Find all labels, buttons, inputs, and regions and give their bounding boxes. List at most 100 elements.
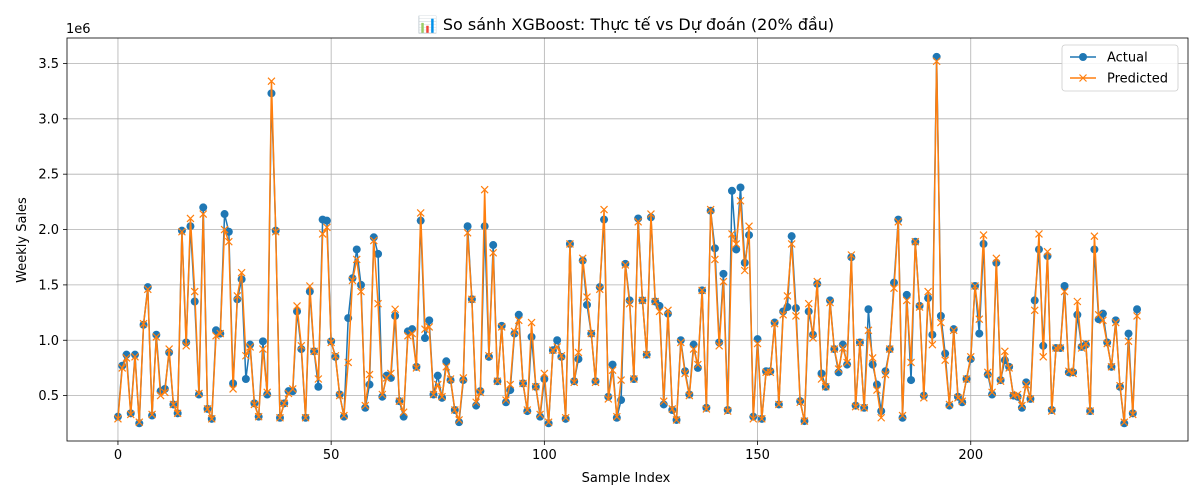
data-point (578, 254, 587, 263)
data-point (484, 352, 493, 361)
data-point (480, 222, 489, 231)
data-point (988, 388, 996, 397)
data-point (480, 185, 489, 194)
data-point (826, 296, 835, 305)
data-point (476, 388, 485, 397)
data-point (1086, 407, 1095, 416)
data-point (229, 385, 238, 393)
data-point (864, 326, 873, 335)
legend-item-predicted: Predicted (1070, 72, 1168, 87)
data-point (455, 416, 463, 424)
data-point (241, 351, 250, 360)
data-point (732, 245, 741, 254)
data-point (664, 306, 672, 315)
data-point (540, 369, 549, 378)
data-point (169, 400, 178, 409)
data-point (190, 287, 199, 296)
data-point (378, 390, 387, 399)
y-tick-label: 1.0 (38, 334, 59, 349)
data-point (954, 393, 962, 402)
data-point (894, 217, 903, 226)
data-point (617, 376, 626, 385)
data-point (442, 357, 451, 366)
data-point (391, 305, 400, 314)
data-point (314, 382, 323, 391)
y-tick-label: 3.0 (38, 112, 59, 127)
data-point (932, 57, 941, 66)
data-point (536, 412, 545, 421)
data-point (587, 329, 596, 338)
data-point (582, 300, 591, 309)
data-point (740, 266, 749, 275)
data-point (152, 333, 161, 341)
data-point (450, 406, 459, 414)
data-point (689, 345, 698, 354)
data-point (352, 255, 361, 264)
data-point (642, 350, 651, 359)
data-point (634, 217, 643, 226)
data-point (574, 348, 583, 357)
data-point (224, 237, 233, 246)
data-point (864, 305, 873, 314)
data-point (216, 329, 225, 338)
data-point (246, 340, 255, 349)
data-point (348, 276, 357, 285)
data-point (804, 299, 813, 308)
data-point (139, 319, 148, 328)
data-point (310, 347, 319, 356)
data-point (625, 299, 634, 308)
data-point (783, 292, 792, 300)
data-point (591, 378, 600, 387)
data-point (975, 329, 984, 338)
data-point (873, 386, 881, 394)
data-point (489, 248, 498, 257)
data-point (156, 391, 165, 400)
data-point (421, 325, 429, 334)
data-point (570, 378, 579, 387)
data-point (194, 390, 203, 399)
data-point (1035, 230, 1043, 238)
data-point (536, 410, 545, 419)
y-axis-multiplier: 1e6 (66, 22, 91, 37)
data-point (365, 370, 374, 379)
data-point (915, 303, 924, 311)
data-point (1060, 282, 1069, 290)
data-point (710, 255, 719, 264)
data-point (736, 183, 745, 192)
data-point (322, 223, 331, 232)
data-point (493, 377, 502, 386)
data-point (843, 360, 852, 369)
data-point (749, 414, 758, 423)
data-point (497, 321, 506, 330)
data-point (126, 410, 135, 419)
data-point (280, 399, 289, 408)
data-point (143, 285, 152, 294)
data-point (263, 390, 272, 399)
data-point (817, 375, 826, 383)
data-point (438, 393, 447, 402)
data-point (949, 325, 958, 334)
data-point (1017, 401, 1026, 410)
data-point (988, 390, 997, 399)
data-point (237, 268, 246, 277)
data-point (1133, 305, 1142, 314)
data-point (386, 373, 395, 382)
data-point (966, 352, 975, 361)
data-point (305, 282, 314, 290)
data-point (455, 418, 464, 427)
data-point (830, 345, 839, 354)
data-point (681, 369, 689, 378)
y-axis-label: Weekly Sales (15, 197, 30, 283)
data-point (1116, 381, 1124, 390)
data-point (420, 334, 429, 343)
series-layer (113, 52, 1142, 428)
data-point (531, 382, 540, 391)
data-point (408, 325, 417, 334)
x-axis-label: Sample Index (582, 471, 671, 486)
data-point (774, 400, 783, 409)
data-point (1056, 344, 1065, 352)
data-point (647, 210, 655, 218)
data-point (561, 414, 570, 423)
x-tick-label: 200 (958, 448, 983, 463)
data-point (728, 230, 736, 238)
